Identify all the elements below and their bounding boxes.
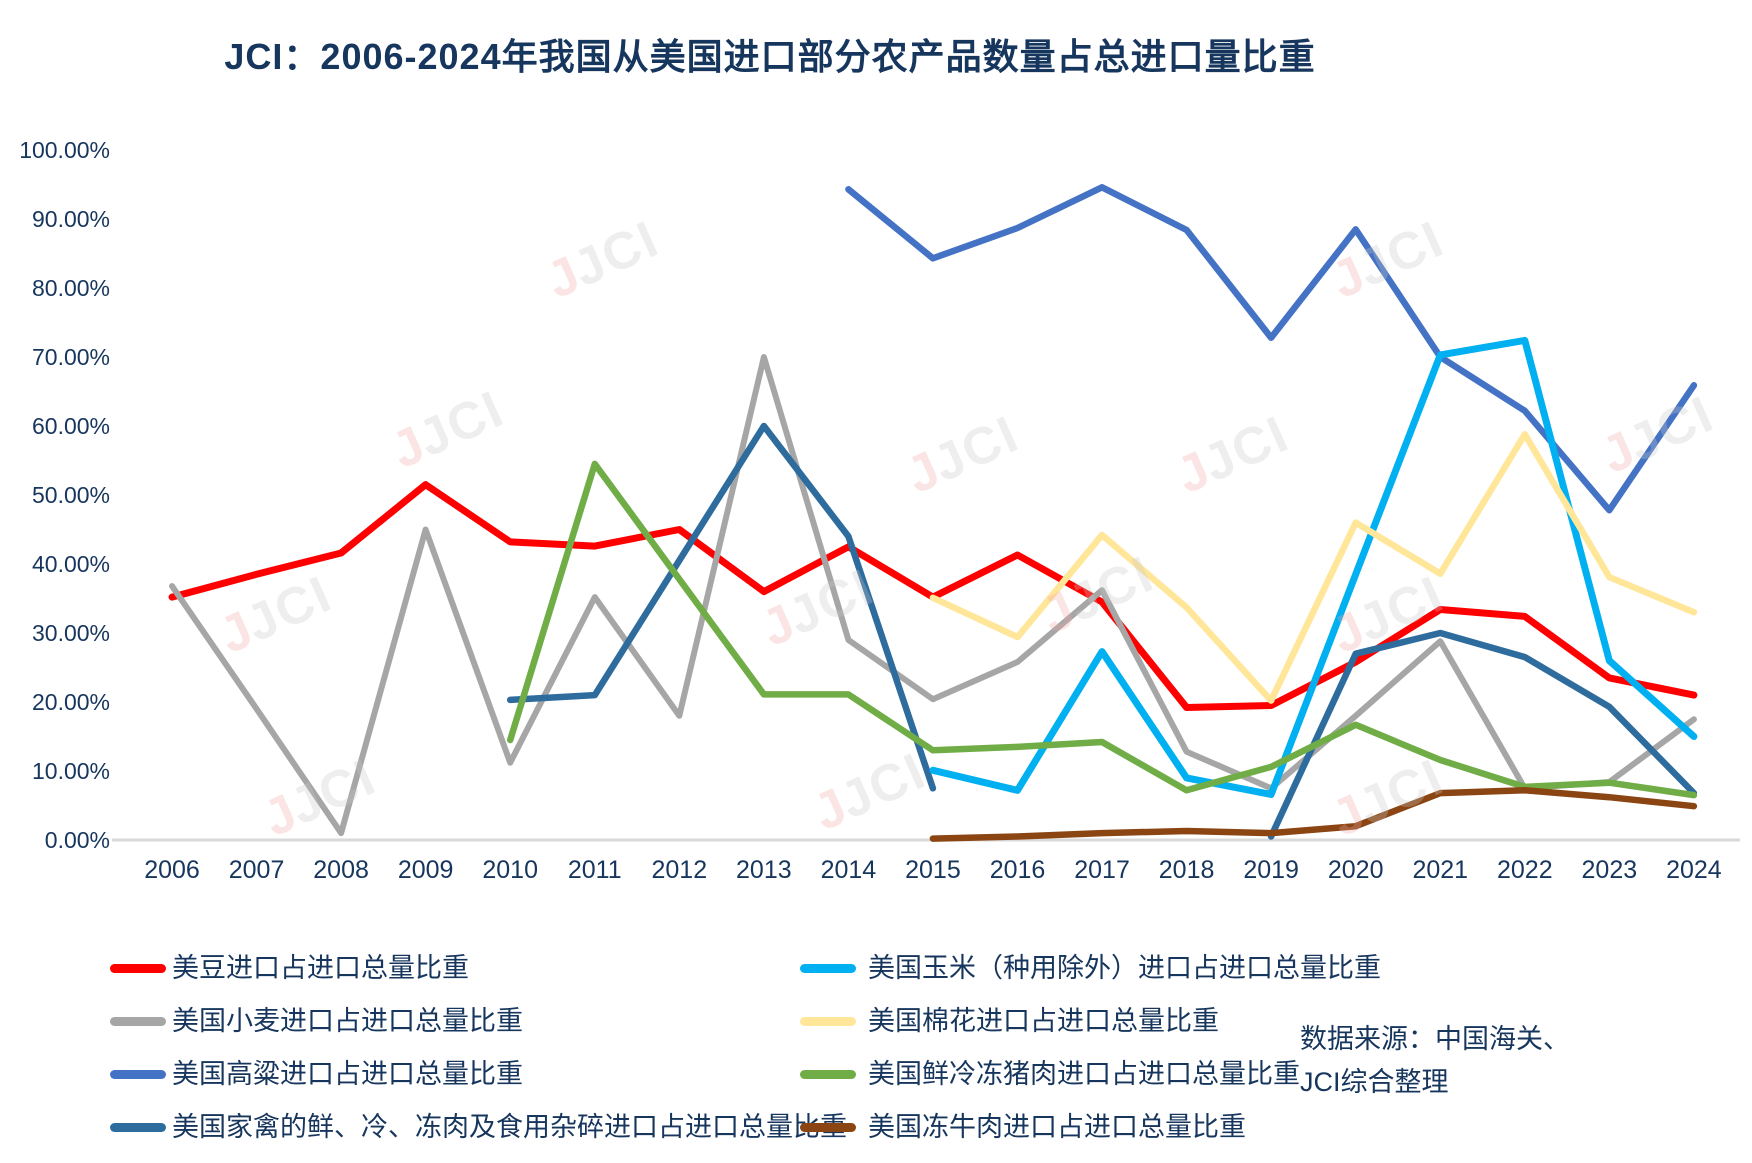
- x-axis-label: 2022: [1496, 856, 1553, 884]
- legend-label: 美国家禽的鲜、冷、冻肉及食用杂碎进口占进口总量比重: [172, 1112, 847, 1142]
- x-axis-label: 2015: [905, 856, 961, 884]
- x-axis-label: 2009: [397, 856, 454, 884]
- x-axis-label: 2019: [1243, 856, 1299, 884]
- y-axis-label: 0.00%: [44, 827, 110, 853]
- legend-label: 美国鲜冷冻猪肉进口占进口总量比重: [868, 1059, 1300, 1089]
- y-axis-label: 40.00%: [31, 551, 110, 577]
- x-axis-label: 2008: [313, 856, 369, 884]
- x-axis-label: 2006: [144, 856, 200, 884]
- y-axis-label: 70.00%: [31, 344, 110, 370]
- legend-swatch-us-cotton: [800, 1017, 856, 1026]
- series-line-us-wheat: [169, 354, 1697, 837]
- x-axis-label: 2021: [1412, 856, 1469, 884]
- x-axis-label: 2024: [1666, 856, 1722, 884]
- y-axis-label: 50.00%: [31, 482, 110, 508]
- source-note-line2: JCI综合整理: [1300, 1067, 1449, 1097]
- y-axis-label: 100.00%: [19, 137, 110, 163]
- legend-label: 美国高粱进口占进口总量比重: [172, 1059, 523, 1089]
- source-note: 数据来源：中国海关、 JCI综合整理: [1300, 1018, 1570, 1104]
- x-axis-label: 2014: [820, 856, 877, 884]
- y-axis-label: 80.00%: [31, 275, 110, 301]
- legend-label: 美豆进口占进口总量比重: [172, 953, 469, 983]
- series-line-us-beef: [929, 787, 1698, 842]
- y-axis-label: 90.00%: [31, 206, 110, 232]
- legend-label: 美国棉花进口占进口总量比重: [868, 1006, 1219, 1036]
- y-axis-label: 10.00%: [31, 758, 110, 784]
- legend-swatch-us-pork: [800, 1070, 856, 1079]
- x-axis-label: 2017: [1074, 856, 1130, 884]
- series-line-us-pork: [506, 460, 1698, 799]
- series-line-us-poultry: [1267, 629, 1698, 840]
- legend-swatch-us-beef: [800, 1123, 856, 1132]
- legend-swatch-us-sorghum: [110, 1070, 166, 1079]
- legend-label: 美国小麦进口占进口总量比重: [172, 1006, 523, 1036]
- x-axis-label: 2023: [1581, 856, 1638, 884]
- x-axis-label: 2016: [989, 856, 1046, 884]
- y-axis-label: 60.00%: [31, 413, 110, 439]
- y-axis-label: 20.00%: [31, 689, 110, 715]
- legend-swatch-us-soybean: [110, 964, 166, 973]
- series-line-us-cotton: [929, 431, 1698, 704]
- y-axis-label: 30.00%: [31, 620, 110, 646]
- source-note-line1: 数据来源：中国海关、: [1300, 1024, 1570, 1054]
- series-line-us-sorghum: [845, 184, 1698, 514]
- x-axis-label: 2011: [567, 856, 622, 884]
- legend-swatch-us-poultry: [110, 1123, 166, 1132]
- x-axis-label: 2010: [482, 856, 538, 884]
- legend-swatch-us-wheat: [110, 1017, 166, 1026]
- x-axis-label: 2013: [736, 856, 792, 884]
- series-line-us-poultry: [506, 422, 937, 792]
- x-axis-label: 2020: [1327, 856, 1384, 884]
- x-axis-label: 2007: [228, 856, 285, 884]
- page-title: JCI：2006-2024年我国从美国进口部分农产品数量占总进口量比重: [224, 36, 1316, 77]
- legend-swatch-us-corn: [800, 964, 856, 973]
- x-axis-label: 2012: [651, 856, 708, 884]
- legend-label: 美国冻牛肉进口占进口总量比重: [868, 1112, 1246, 1142]
- legend-label: 美国玉米（种用除外）进口占进口总量比重: [868, 953, 1381, 983]
- x-axis-label: 2018: [1158, 856, 1215, 884]
